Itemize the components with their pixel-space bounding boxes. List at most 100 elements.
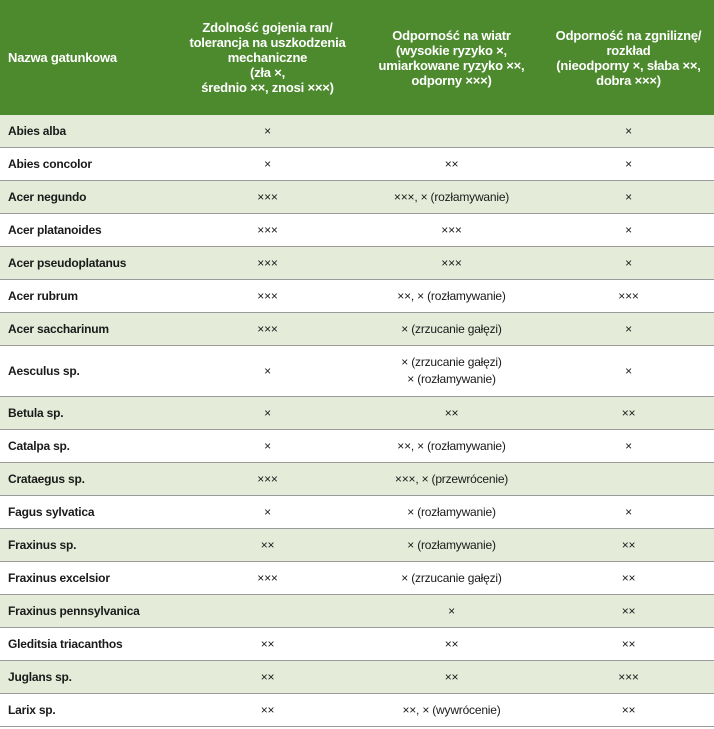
header-line: odporny ×××) [411, 72, 492, 88]
decay-resistance-cell: × [543, 312, 714, 346]
wind-resistance-line: ×× [444, 405, 459, 420]
decay-resistance-cell: × [543, 246, 714, 280]
species-name-cell: Acer negundo [0, 180, 175, 214]
species-name-cell: Juglans sp. [0, 660, 175, 694]
wind-resistance-line: ××, × (rozłamywanie) [397, 288, 506, 303]
species-name-cell: Crataegus sp. [0, 462, 175, 496]
species-name-cell: Fagus sylvatica [0, 495, 175, 529]
decay-resistance-cell: × [543, 429, 714, 463]
wind-resistance-cell: × [360, 594, 543, 628]
wind-resistance-cell [360, 115, 543, 148]
table-row: Betula sp. × ×× ×× [0, 396, 714, 430]
species-name-cell: Larix sp. [0, 693, 175, 727]
wind-resistance-line: ×× [444, 156, 459, 171]
wind-resistance-cell: × (rozłamywanie) [360, 528, 543, 562]
wind-resistance-line: × (rozłamywanie) [407, 372, 496, 386]
wind-resistance-cell: ××× [360, 213, 543, 247]
wind-resistance-line: × (rozłamywanie) [407, 504, 496, 519]
wind-resistance-cell: × (zrzucanie gałęzi) [360, 312, 543, 346]
species-name-cell: Acer saccharinum [0, 312, 175, 346]
header-line: (nieodporny ×, słaba ××, [556, 57, 701, 73]
wind-resistance-cell: ×× [360, 660, 543, 694]
wound-tolerance-cell: × [175, 345, 360, 397]
wind-resistance-line: × (zrzucanie gałęzi) [401, 321, 502, 336]
table-row: Acer rubrum ××× ××, × (rozłamywanie) ××× [0, 279, 714, 313]
wound-tolerance-cell: ××× [175, 246, 360, 280]
decay-resistance-cell: ×× [543, 528, 714, 562]
species-name-cell: Fraxinus pennsylvanica [0, 594, 175, 628]
wind-resistance-cell: × (zrzucanie gałęzi) × (rozłamywanie) [360, 345, 543, 397]
header-wound-tolerance: Zdolność gojenia ran/ tolerancja na uszk… [175, 0, 360, 115]
decay-resistance-cell: × [543, 345, 714, 397]
decay-resistance-cell: ××× [543, 660, 714, 694]
header-line: (wysokie ryzyko ×, [396, 42, 507, 58]
wind-resistance-line: × (zrzucanie gałęzi) [401, 355, 502, 369]
table-row: Acer negundo ××× ×××, × (rozłamywanie) × [0, 180, 714, 214]
wind-resistance-line: ××× [441, 255, 462, 270]
wind-resistance-line: × (rozłamywanie) [407, 537, 496, 552]
wind-resistance-line: × (zrzucanie gałęzi) [401, 570, 502, 585]
header-species-name: Nazwa gatunkowa [0, 0, 175, 115]
header-line: umiarkowane ryzyko ××, [378, 57, 525, 73]
wound-tolerance-cell: ××× [175, 279, 360, 313]
wind-resistance-cell: ××, × (rozłamywanie) [360, 279, 543, 313]
header-line: rozkład [606, 42, 651, 58]
table-row: Acer platanoides ××× ××× × [0, 213, 714, 247]
wound-tolerance-cell: × [175, 429, 360, 463]
species-name-cell: Fraxinus excelsior [0, 561, 175, 595]
species-name-cell: Fraxinus sp. [0, 528, 175, 562]
wind-resistance-line: ×××, × (rozłamywanie) [393, 189, 510, 204]
species-name-cell: Acer pseudoplatanus [0, 246, 175, 280]
wind-resistance-cell: ×××, × (rozłamywanie) [360, 180, 543, 214]
header-line: mechaniczne [227, 50, 308, 65]
table-row: Acer saccharinum ××× × (zrzucanie gałęzi) × [0, 312, 714, 346]
wound-tolerance-cell: × [175, 495, 360, 529]
wind-resistance-line: ×× [444, 669, 459, 684]
species-name-cell: Acer rubrum [0, 279, 175, 313]
wound-tolerance-cell: ××× [175, 213, 360, 247]
species-name-cell: Acer platanoides [0, 213, 175, 247]
wound-tolerance-cell: ××× [175, 312, 360, 346]
wound-tolerance-cell: ×× [175, 660, 360, 694]
wind-resistance-cell: ××× [360, 246, 543, 280]
wound-tolerance-cell: × [175, 115, 360, 148]
table-row: Abies concolor × ×× × [0, 147, 714, 181]
wind-resistance-cell: × (zrzucanie gałęzi) [360, 561, 543, 595]
decay-resistance-cell: × [543, 147, 714, 181]
decay-resistance-cell: × [543, 213, 714, 247]
wind-resistance-cell: × (rozłamywanie) [360, 495, 543, 529]
wound-tolerance-cell: ×× [175, 693, 360, 727]
decay-resistance-cell: × [543, 180, 714, 214]
table-row: Juglans sp. ×× ×× ××× [0, 660, 714, 694]
table-body: Abies alba × × Abies concolor × ×× × Acer negun… [0, 115, 714, 727]
header-line: tolerancja na uszkodzenia [189, 35, 346, 50]
table-row: Crataegus sp. ××× ×××, × (przewrócenie) [0, 462, 714, 496]
table-row: Fraxinus sp. ×× × (rozłamywanie) ×× [0, 528, 714, 562]
wind-resistance-cell: ×× [360, 627, 543, 661]
decay-resistance-cell: ××× [543, 279, 714, 313]
decay-resistance-cell: × [543, 115, 714, 148]
wind-resistance-cell: ××, × (wywrócenie) [360, 693, 543, 727]
wound-tolerance-cell: × [175, 147, 360, 181]
wound-tolerance-cell [175, 594, 360, 628]
header-wind-resistance: Odporność na wiatr (wysokie ryzyko ×, um… [360, 0, 543, 115]
species-name-cell: Abies concolor [0, 147, 175, 181]
wind-resistance-line: ×× [444, 636, 459, 651]
table-row: Fraxinus excelsior ××× × (zrzucanie gałęzi… [0, 561, 714, 595]
wound-tolerance-cell: ××× [175, 561, 360, 595]
header-line: (zła ×, [249, 65, 286, 80]
table-row: Fagus sylvatica × × (rozłamywanie) × [0, 495, 714, 529]
table-row: Fraxinus pennsylvanica × ×× [0, 594, 714, 628]
header-row: Nazwa gatunkowa Zdolność gojenia ran/ to… [0, 0, 714, 115]
species-name-cell: Gleditsia triacanthos [0, 627, 175, 661]
species-name-cell: Betula sp. [0, 396, 175, 430]
table-row: Gleditsia triacanthos ×× ×× ×× [0, 627, 714, 661]
table-row: Aesculus sp. × × (zrzucanie gałęzi) × (rozł… [0, 345, 714, 397]
species-name-cell: Abies alba [0, 115, 175, 148]
table-row: Abies alba × × [0, 115, 714, 148]
table-row: Acer pseudoplatanus ××× ××× × [0, 246, 714, 280]
decay-resistance-cell: ×× [543, 396, 714, 430]
table-row: Larix sp. ×× ××, × (wywrócenie) ×× [0, 693, 714, 727]
wind-resistance-line: × [448, 603, 455, 618]
